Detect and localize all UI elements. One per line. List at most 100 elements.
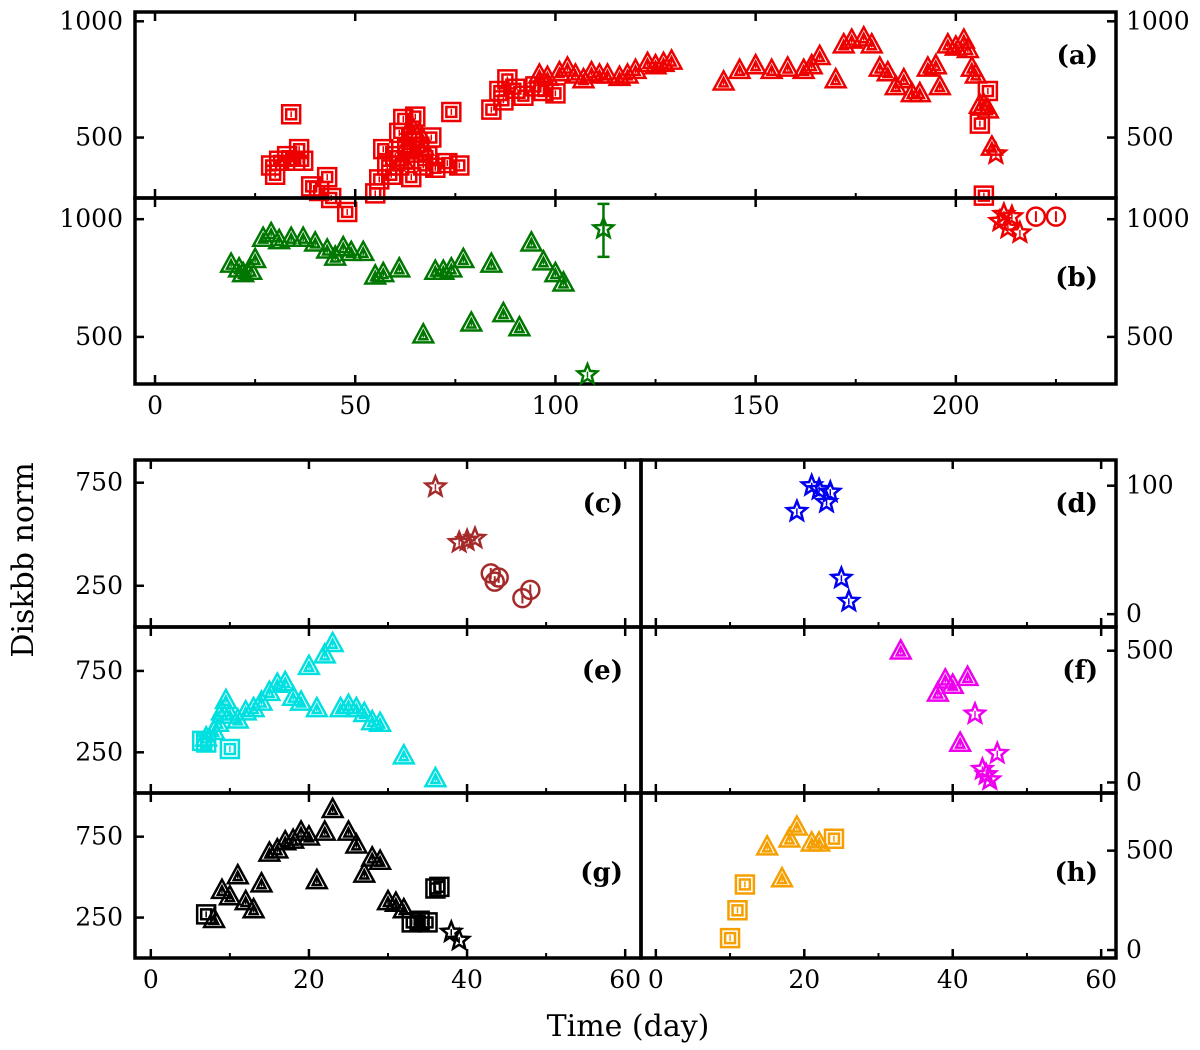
- panel-g-frame: [133, 791, 643, 960]
- data-point-triangle: [249, 870, 274, 893]
- data-point-triangle: [291, 225, 316, 248]
- data-point-circle: [1045, 206, 1067, 227]
- data-point-triangle: [209, 877, 234, 900]
- panel-c-frame: [133, 458, 643, 629]
- data-point-star: [998, 202, 1025, 228]
- data-point-triangle: [352, 700, 377, 723]
- data-point-triangle: [344, 831, 369, 854]
- y-tick-label-left: 250: [75, 903, 123, 932]
- y-tick-label-left: 750: [75, 656, 123, 685]
- y-tick-label-left: 750: [75, 468, 123, 497]
- data-point-triangle: [383, 890, 408, 913]
- data-point-square: [734, 874, 756, 895]
- x-tick-label: 60: [1085, 965, 1117, 994]
- data-point-triangle: [368, 710, 393, 733]
- x-tick-label: 0: [147, 391, 163, 420]
- data-point-square: [336, 201, 358, 223]
- data-point-star: [835, 587, 862, 613]
- y-tick-label-left: 250: [75, 737, 123, 766]
- data-point-triangle: [711, 68, 736, 91]
- data-point-triangle: [289, 688, 314, 711]
- data-point-triangle: [859, 31, 884, 54]
- data-point-square: [441, 101, 462, 123]
- y-tick-label-right: 500: [1126, 836, 1174, 865]
- data-point-star: [806, 475, 833, 501]
- data-point-triangle: [304, 695, 329, 718]
- panel-f-label: (f): [1062, 656, 1098, 686]
- data-point-triangle: [807, 43, 832, 66]
- panel-f: 0 500 (f): [639, 625, 1174, 796]
- data-point-triangle: [891, 66, 916, 89]
- data-point-triangle: [217, 883, 242, 906]
- data-point-triangle: [312, 818, 337, 841]
- data-point-star: [982, 140, 1009, 165]
- data-point-triangle: [743, 52, 768, 75]
- data-point-triangle: [531, 248, 556, 271]
- data-point-star: [984, 739, 1011, 765]
- y-tick-label-right: 500: [1126, 322, 1174, 351]
- data-point-triangle: [304, 867, 329, 890]
- data-point-star: [961, 700, 989, 726]
- y-tick-label-right: 0: [1126, 935, 1142, 964]
- data-point-square: [195, 904, 217, 925]
- x-tick-label: 150: [732, 391, 780, 420]
- data-point-star: [446, 926, 473, 952]
- data-point-square: [417, 912, 438, 933]
- data-point-triangle: [352, 860, 377, 883]
- data-point-square: [409, 910, 430, 932]
- data-point-triangle: [320, 796, 345, 819]
- data-point-triangle: [312, 641, 337, 664]
- data-point-circle: [488, 567, 509, 588]
- data-point-square: [727, 900, 748, 921]
- panel-h-frame: [639, 791, 1118, 960]
- x-tick-label: 20: [293, 965, 325, 994]
- y-tick-label-right: 500: [1126, 123, 1174, 152]
- data-point-triangle: [807, 829, 832, 852]
- data-point-triangle: [296, 653, 321, 676]
- data-point-triangle: [888, 637, 913, 660]
- data-point-triangle: [491, 300, 516, 323]
- data-point-triangle: [595, 61, 620, 84]
- data-point-star: [817, 478, 844, 504]
- data-point-triangle: [296, 823, 321, 846]
- data-point-triangle: [479, 250, 504, 273]
- data-point-star: [1006, 219, 1033, 244]
- y-tick-label-left: 1000: [59, 6, 123, 35]
- data-point-square: [429, 876, 450, 898]
- data-point-triangle: [543, 260, 568, 283]
- data-point-star: [422, 473, 449, 498]
- data-point-triangle: [407, 119, 432, 142]
- data-point-triangle: [963, 61, 988, 84]
- data-point-triangle: [923, 52, 948, 75]
- data-point-square: [449, 155, 470, 176]
- data-point-star: [994, 214, 1021, 240]
- data-point-triangle: [727, 57, 752, 80]
- data-point-triangle: [659, 47, 684, 70]
- x-tick-label: 200: [932, 391, 980, 420]
- data-point-triangle: [213, 687, 238, 710]
- data-point-square: [437, 152, 458, 174]
- y-tick-label-right: 1000: [1126, 6, 1190, 35]
- panel-a-label: (a): [1057, 41, 1098, 71]
- data-point-triangle: [315, 236, 340, 259]
- panel-d: 0 100 (d): [639, 458, 1174, 629]
- panel-e: 250 750 (e): [75, 625, 643, 795]
- data-point-triangle: [371, 260, 396, 283]
- panel-h: 0 20 40 60 0 500 (h): [639, 791, 1174, 994]
- x-tick-label: 0: [143, 965, 159, 994]
- data-point-square: [280, 104, 302, 125]
- panel-b: 0 50 100 150 200 500 1000 500 1000 (b): [59, 196, 1190, 420]
- x-tick-label: 50: [339, 391, 371, 420]
- data-point-triangle: [907, 80, 932, 103]
- data-point-star: [461, 524, 489, 550]
- y-tick-label-right: 0: [1126, 599, 1142, 628]
- data-point-triangle: [423, 765, 448, 788]
- data-point-triangle: [507, 314, 532, 337]
- data-point-triangle: [259, 220, 284, 243]
- y-tick-label-right: 100: [1126, 471, 1174, 500]
- data-point-square: [316, 166, 338, 188]
- data-point-triangle: [875, 59, 900, 82]
- data-point-square: [219, 738, 241, 760]
- data-point-triangle: [948, 729, 973, 752]
- panel-f-frame: [639, 625, 1118, 795]
